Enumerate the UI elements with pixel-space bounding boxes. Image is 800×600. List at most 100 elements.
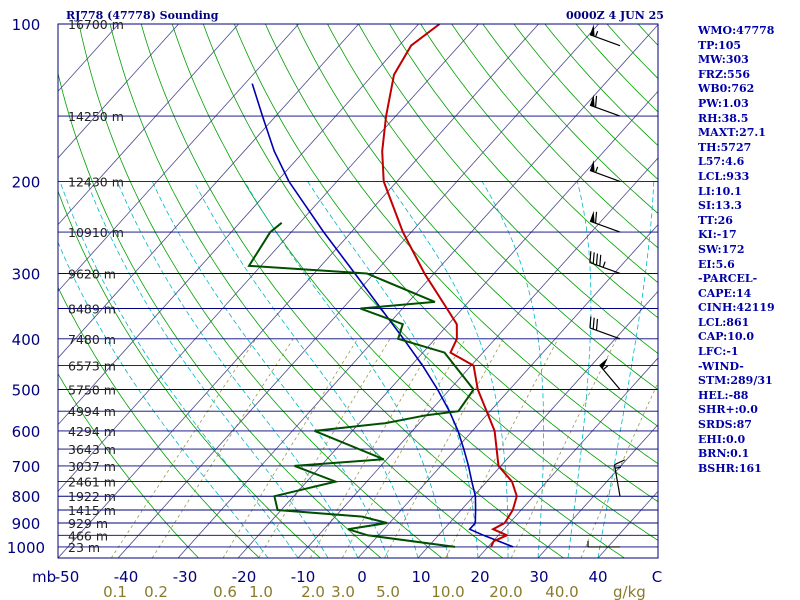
height-label: 466 m <box>68 528 108 543</box>
wind-barb-staff <box>589 327 621 340</box>
wind-barb-half-feather <box>595 30 599 37</box>
wind-barb-feather <box>595 253 599 265</box>
isotherm-line <box>537 424 658 558</box>
moist-adiabat-line <box>193 181 419 558</box>
moist-adiabat-line <box>597 181 655 558</box>
mixing-ratio-line <box>222 338 359 558</box>
isotherm-line <box>117 24 599 558</box>
wind-barb <box>589 24 621 47</box>
parcel-trace <box>251 83 514 548</box>
index-line: FRZ:556 <box>698 67 751 81</box>
mixing-ratio-label: 0.2 <box>144 583 168 600</box>
plot-frame <box>57 23 659 559</box>
wind-barb-pennant <box>589 160 595 173</box>
isotherm-line <box>477 357 658 558</box>
dry-adiabat-line <box>58 189 321 558</box>
temp-tick-label: -40 <box>114 568 139 586</box>
wind-barb-staff <box>589 104 621 117</box>
temp-tick-label: 20 <box>470 568 489 586</box>
index-line: CINH:42119 <box>698 301 775 315</box>
isotherm-line <box>58 24 239 226</box>
isotherm-line <box>58 24 539 558</box>
isotherm-line <box>58 24 179 159</box>
temp-tick-label: 40 <box>588 568 607 586</box>
mixing-ratio-line <box>384 338 504 558</box>
height-label: 16700 m <box>68 17 124 32</box>
wind-barb-pennant <box>589 94 595 107</box>
pressure-label: 100 <box>12 16 41 34</box>
index-line: EI:5.6 <box>698 257 735 271</box>
isotherm-line <box>58 24 419 426</box>
height-label: 9620 m <box>68 266 116 281</box>
temp-tick-label: -20 <box>232 568 257 586</box>
chart-grid <box>58 24 658 558</box>
moist-adiabat-line <box>116 181 359 558</box>
dry-adiabat-line <box>265 24 658 465</box>
index-line: LI:10.1 <box>698 184 742 198</box>
moist-adiabat-line <box>307 181 479 558</box>
dry-adiabat-line <box>202 24 658 541</box>
dry-adiabat-line <box>171 24 625 558</box>
isotherm-line <box>237 90 658 558</box>
wind-barb-staff <box>589 34 621 47</box>
index-line: SHR+:0.0 <box>698 403 758 417</box>
height-label: 2461 m <box>68 475 116 490</box>
isotherm-line <box>417 290 658 558</box>
wind-barb-staff <box>589 169 621 182</box>
height-label: 14250 m <box>68 109 124 124</box>
mixing-ratio-line <box>341 338 466 558</box>
mixing-ratio-label: 20.0 <box>489 583 522 600</box>
pressure-label: 300 <box>12 265 41 283</box>
pressure-label: 1000 <box>7 539 45 557</box>
mixing-ratio-line <box>110 338 257 558</box>
index-line: CAP:10.0 <box>698 330 755 344</box>
dry-adiabat-line <box>233 24 658 503</box>
dry-adiabat-line <box>451 24 658 249</box>
wind-barb <box>587 540 620 548</box>
pressure-label: 400 <box>12 331 41 349</box>
height-label: 6573 m <box>68 359 116 374</box>
wind-barb <box>589 210 621 233</box>
moist-adiabat-line <box>86 181 329 558</box>
index-line: HEL:-88 <box>698 388 749 402</box>
isotherm-line <box>58 24 479 492</box>
isotherm-line <box>58 24 359 359</box>
dry-adiabat-line <box>420 24 658 284</box>
wind-barb-feather <box>594 211 598 224</box>
mixing-ratio-label: 5.0 <box>376 583 400 600</box>
index-line: LCL:861 <box>698 315 750 329</box>
index-line: PW:1.03 <box>698 96 749 110</box>
index-line: WB0:762 <box>698 82 755 96</box>
isotherm-line <box>357 224 658 558</box>
index-line: MAXT:27.1 <box>698 126 766 140</box>
dry-adiabat-line <box>140 24 564 558</box>
pressure-label: 900 <box>12 515 41 533</box>
index-line: -WIND- <box>698 359 744 373</box>
index-line: RH:38.5 <box>698 111 749 125</box>
wind-barb-feather <box>599 254 602 267</box>
height-label: 4994 m <box>68 404 116 419</box>
mixing-ratio-line <box>258 338 391 558</box>
wind-barb <box>589 94 621 117</box>
temp-axis-unit: mb <box>32 568 56 586</box>
dry-adiabat-line <box>78 24 443 558</box>
temp-tick-label: C <box>652 568 662 586</box>
index-line: STM:289/31 <box>698 374 773 388</box>
dry-adiabat-line <box>296 24 658 427</box>
wind-barb-pennant <box>589 24 595 37</box>
isotherm-line <box>177 24 658 558</box>
mixing-ratio-label: 0.6 <box>213 583 237 600</box>
wind-barb <box>613 459 626 497</box>
wind-barb-half-feather <box>602 261 606 268</box>
pressure-label: 800 <box>12 488 41 506</box>
mixing-ratio-label: 1.0 <box>249 583 273 600</box>
temp-tick-label: 10 <box>411 568 430 586</box>
index-line: KI:-17 <box>698 228 737 242</box>
index-line: SI:13.3 <box>698 199 742 213</box>
temp-tick-label: -50 <box>55 568 80 586</box>
mixing-ratio-label: 3.0 <box>331 583 355 600</box>
temp-tick-label: 0 <box>357 568 367 586</box>
height-label: 8489 m <box>68 302 116 317</box>
dry-adiabat-line <box>58 286 260 558</box>
wind-barb-staff <box>613 464 621 497</box>
